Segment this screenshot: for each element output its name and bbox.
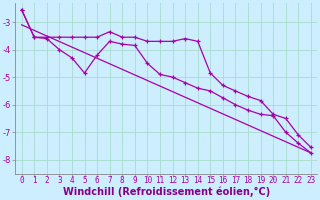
X-axis label: Windchill (Refroidissement éolien,°C): Windchill (Refroidissement éolien,°C) bbox=[63, 187, 270, 197]
